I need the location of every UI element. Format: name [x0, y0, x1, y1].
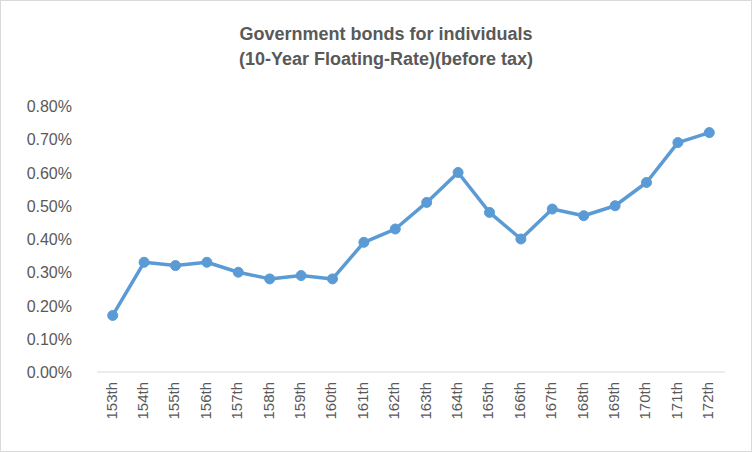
data-point [453, 168, 463, 178]
data-point [108, 310, 118, 320]
y-axis: 0.00% 0.10% 0.20% 0.30% 0.40% 0.50% 0.60% 0.70%… [27, 98, 72, 381]
x-tick-label: 154th [134, 382, 151, 420]
data-point [139, 257, 149, 267]
x-tick-label: 167th [542, 382, 559, 420]
y-tick-label: 0.20% [27, 298, 72, 315]
y-tick-label: 0.00% [27, 364, 72, 381]
x-tick-label: 164th [448, 382, 465, 420]
data-point [390, 224, 400, 234]
data-point [485, 207, 495, 217]
x-tick-label: 172th [699, 382, 716, 420]
x-tick-label: 153th [103, 382, 120, 420]
data-point [359, 237, 369, 247]
title-line: Government bonds for individuals [239, 24, 532, 44]
x-tick-label: 157th [228, 382, 245, 420]
x-tick-label: 155th [165, 382, 182, 420]
data-point [296, 271, 306, 281]
data-line [113, 133, 710, 316]
x-axis-line [97, 372, 725, 373]
data-point [265, 274, 275, 284]
y-tick-label: 0.50% [27, 198, 72, 215]
data-point [704, 128, 714, 138]
x-tick-label: 158th [260, 382, 277, 420]
data-point [422, 197, 432, 207]
x-tick-label: 171th [668, 382, 685, 420]
x-tick-label: 170th [636, 382, 653, 420]
y-tick-label: 0.60% [27, 165, 72, 182]
plot-area [108, 128, 715, 321]
data-point [642, 177, 652, 187]
title: Government bonds for individuals (10-Year… [239, 24, 533, 69]
data-point [171, 261, 181, 271]
x-tick-label: 166th [511, 382, 528, 420]
data-point [610, 201, 620, 211]
chart-container: Government bonds for individuals (10-Year… [0, 0, 752, 452]
x-tick-label: 165th [479, 382, 496, 420]
y-tick-label: 0.30% [27, 264, 72, 281]
x-tick-label: 160th [322, 382, 339, 420]
data-point [233, 267, 243, 277]
x-tick-label: 169th [605, 382, 622, 420]
y-tick-label: 0.70% [27, 131, 72, 148]
data-point [579, 211, 589, 221]
x-tick-label: 162th [385, 382, 402, 420]
x-axis: 153th 154th 155th 156th 157th 158th 159th 160th… [103, 382, 717, 420]
y-tick-label: 0.40% [27, 231, 72, 248]
chart-background [1, 1, 752, 452]
data-point [673, 138, 683, 148]
data-point [516, 234, 526, 244]
data-point [547, 204, 557, 214]
x-tick-label: 168th [574, 382, 591, 420]
x-tick-label: 161th [354, 382, 371, 420]
title-line: (10-Year Floating-Rate)(before tax) [239, 49, 533, 69]
x-tick-label: 159th [291, 382, 308, 420]
x-tick-label: 163th [417, 382, 434, 420]
chart: Government bonds for individuals (10-Year… [0, 0, 752, 452]
x-tick-label: 156th [197, 382, 214, 420]
data-point [202, 257, 212, 267]
y-tick-label: 0.80% [27, 98, 72, 115]
data-point [328, 274, 338, 284]
y-tick-label: 0.10% [27, 331, 72, 348]
